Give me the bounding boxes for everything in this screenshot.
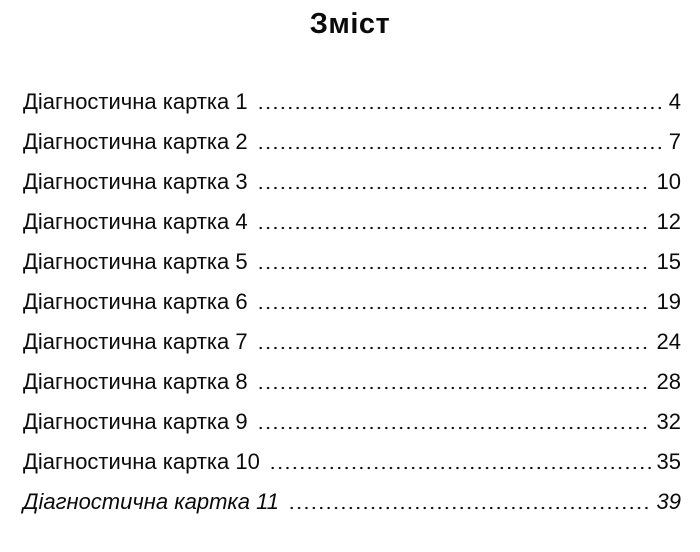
toc-entry: Діагностична картка 1 4 <box>23 82 681 122</box>
page-title: Зміст <box>309 8 391 40</box>
dot-leader <box>254 162 651 202</box>
toc-entry-label: Діагностична картка 9 <box>23 409 248 434</box>
toc-entry: Діагностична картка 8 28 <box>23 362 681 402</box>
toc-entry-label: Діагностична картка 7 <box>23 329 248 354</box>
dot-leader <box>254 322 651 362</box>
toc-entry-page: 15 <box>656 249 681 274</box>
toc-entry: Діагностична картка 9 32 <box>23 402 681 442</box>
toc-entry-label: Діагностична картка 5 <box>23 249 248 274</box>
dot-leader <box>254 242 651 282</box>
toc-entry: Діагностична картка 4 12 <box>23 202 681 242</box>
dot-leader <box>254 402 651 442</box>
dot-leader <box>266 442 651 482</box>
toc-entry-page: 32 <box>656 409 681 434</box>
toc-entry-page: 19 <box>656 289 681 314</box>
toc-entry: Діагностична картка 6 19 <box>23 282 681 322</box>
toc-entry-label: Діагностична картка 11 <box>23 489 279 514</box>
toc-entry-page: 35 <box>656 449 681 474</box>
toc-entry-page: 10 <box>656 169 681 194</box>
toc-entry-page: 12 <box>656 209 681 234</box>
toc-entry-label: Діагностична картка 3 <box>23 169 248 194</box>
toc-entry-label: Діагностична картка 8 <box>23 369 248 394</box>
toc-entry-page: 7 <box>668 129 681 154</box>
toc-entry-page: 24 <box>656 329 681 354</box>
toc-entry-label: Діагностична картка 10 <box>23 449 260 474</box>
toc-entry: Діагностична картка 5 15 <box>23 242 681 282</box>
dot-leader <box>254 202 651 242</box>
toc-entry-label: Діагностична картка 6 <box>23 289 248 314</box>
toc-entry-page: 4 <box>668 89 681 114</box>
toc-entry-page: 28 <box>656 369 681 394</box>
toc-entry-label: Діагностична картка 4 <box>23 209 248 234</box>
toc-entry: Діагностична картка 10 35 <box>23 442 681 482</box>
table-of-contents: Діагностична картка 1 4 Діагностична кар… <box>0 82 700 522</box>
toc-entry: Діагностична картка 3 10 <box>23 162 681 202</box>
toc-entry-label: Діагностична картка 2 <box>23 129 248 154</box>
toc-entry: Діагностична картка 2 7 <box>23 122 681 162</box>
dot-leader <box>285 482 651 522</box>
dot-leader <box>254 362 651 402</box>
toc-entry: Діагностична картка 11 39 <box>23 482 681 522</box>
dot-leader <box>254 82 663 122</box>
dot-leader <box>254 122 663 162</box>
toc-entry-label: Діагностична картка 1 <box>23 89 248 114</box>
toc-entry-page: 39 <box>656 489 681 514</box>
dot-leader <box>254 282 651 322</box>
toc-entry: Діагностична картка 7 24 <box>23 322 681 362</box>
